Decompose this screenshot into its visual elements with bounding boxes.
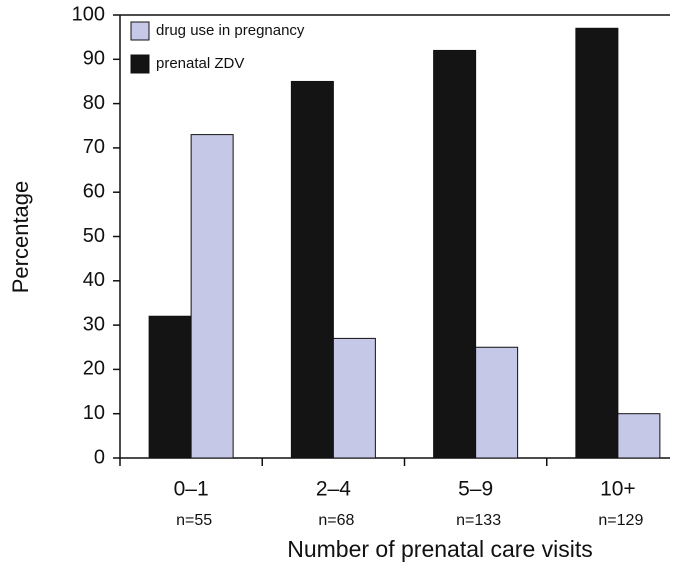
bar	[148, 315, 192, 459]
y-tick-label: 100	[72, 3, 105, 25]
legend-label: prenatal ZDV	[156, 55, 244, 72]
legend-label: drug use in pregnancy	[156, 22, 305, 39]
x-tick-label: 2–4	[316, 478, 351, 501]
bar	[433, 49, 477, 459]
y-tick-label: 80	[83, 92, 105, 114]
y-tick-label: 0	[94, 446, 105, 468]
x-axis-title: Number of prenatal care visits	[287, 536, 593, 562]
x-tick-label: 5–9	[458, 478, 493, 501]
y-tick-label: 30	[83, 313, 105, 335]
category-note: n=55	[176, 512, 212, 529]
y-tick-label: 70	[83, 136, 105, 158]
y-tick-label: 90	[83, 48, 105, 70]
y-tick-label: 40	[83, 269, 105, 291]
bar	[332, 337, 376, 459]
y-tick-label: 50	[83, 225, 105, 247]
bar	[190, 134, 234, 459]
bar	[475, 346, 519, 459]
y-tick-label: 10	[83, 402, 105, 424]
x-tick-label: 0–1	[174, 478, 209, 501]
y-tick-label: 60	[83, 180, 105, 202]
category-note: n=129	[598, 512, 643, 529]
category-note: n=68	[318, 512, 354, 529]
category-note: n=133	[456, 512, 501, 529]
y-axis-title: Percentage	[8, 181, 33, 294]
bar	[290, 80, 334, 459]
y-tick-label: 20	[83, 358, 105, 380]
bar	[575, 27, 619, 459]
x-tick-label: 10+	[600, 478, 636, 501]
bar	[617, 413, 661, 459]
legend-swatch	[130, 21, 150, 41]
legend-swatch	[130, 54, 150, 74]
